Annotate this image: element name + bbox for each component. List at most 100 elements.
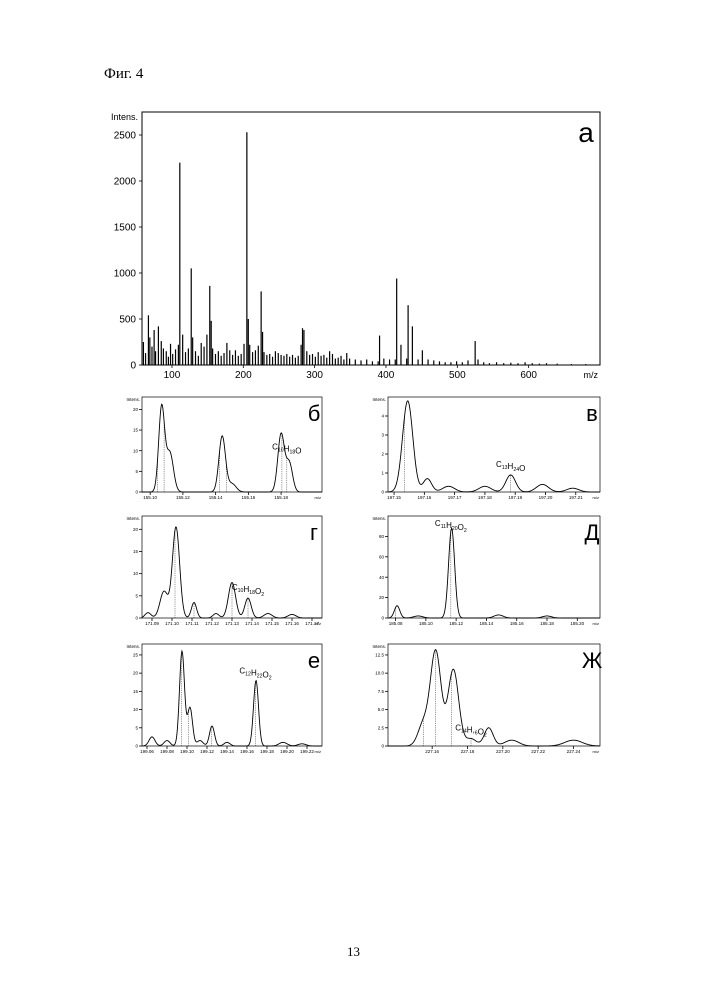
x-tick-label: 171.11	[185, 621, 199, 626]
formula-label: C11H20O2	[435, 519, 467, 534]
x-tick-label: 227.24	[567, 749, 581, 754]
y-axis-label: Intens.	[126, 397, 140, 402]
y-tick-label: 1	[381, 471, 384, 476]
y-tick-label: 15	[133, 689, 139, 694]
x-tick-label: 199.18	[260, 749, 274, 754]
x-tick-label: 171.09	[145, 621, 159, 626]
x-tick-label: 197.18	[478, 495, 492, 500]
x-tick-label: 199.20	[280, 749, 294, 754]
x-tick-label: 199.08	[160, 749, 174, 754]
panel-a: Intens.m/z050010001500200025001002003004…	[111, 112, 600, 381]
y-tick-label: 20	[379, 595, 385, 600]
formula-label: C14H,6O2	[455, 723, 487, 738]
y-axis-label: Intens.	[372, 516, 386, 521]
x-tick-label: 500	[449, 370, 466, 381]
panel-letter: б	[308, 401, 321, 426]
spectrum-profile	[388, 650, 600, 746]
panel-letter: в	[586, 401, 598, 426]
y-axis-label: Intens.	[372, 397, 386, 402]
y-axis-label: Intens.	[126, 516, 140, 521]
panel-letter: е	[308, 648, 320, 673]
x-tick-label: 155.10	[143, 495, 157, 500]
x-axis-label: m/z	[315, 495, 321, 500]
y-tick-label: 7.5	[378, 689, 385, 694]
x-tick-label: 185.08	[389, 621, 403, 626]
y-tick-label: 0	[130, 361, 136, 372]
x-tick-label: 155.18	[274, 495, 288, 500]
y-tick-label: 0	[135, 616, 138, 621]
x-tick-label: 155.14	[209, 495, 223, 500]
x-axis-label: m/z	[593, 495, 599, 500]
y-tick-label: 0	[381, 744, 384, 749]
x-tick-label: 600	[520, 370, 537, 381]
y-tick-label: 80	[379, 534, 385, 539]
y-tick-label: 2	[381, 452, 384, 457]
plot-frame	[142, 397, 322, 492]
y-tick-label: 4	[381, 414, 384, 419]
plot-frame	[142, 644, 322, 746]
y-tick-label: 10.0	[375, 671, 384, 676]
x-axis-label: m/z	[315, 749, 321, 754]
x-tick-label: 300	[306, 370, 323, 381]
panel-e: Intens.m/z0510152025199.06199.08199.1019…	[126, 644, 322, 754]
x-tick-label: 197.17	[448, 495, 462, 500]
panel-letter: Ж	[582, 648, 603, 673]
panel-letter: г	[310, 520, 318, 545]
formula-label: C10H18O	[272, 443, 301, 456]
plot-frame	[388, 516, 600, 618]
y-tick-label: 2000	[114, 177, 137, 188]
y-tick-label: 20	[133, 407, 139, 412]
x-tick-label: 199.22	[300, 749, 314, 754]
x-tick-label: 171.12	[205, 621, 219, 626]
x-tick-label: 155.16	[241, 495, 255, 500]
y-tick-label: 15	[133, 549, 139, 554]
x-tick-label: 199.16	[240, 749, 254, 754]
x-tick-label: 200	[235, 370, 252, 381]
y-tick-label: 10	[133, 448, 139, 453]
x-tick-label: 199.12	[200, 749, 214, 754]
x-tick-label: 185.18	[540, 621, 554, 626]
x-axis-label: m/z	[593, 621, 599, 626]
y-tick-label: 25	[133, 653, 139, 658]
x-tick-label: 197.21	[569, 495, 583, 500]
y-tick-label: 10	[133, 707, 139, 712]
y-axis-label: Intens.	[126, 644, 140, 649]
x-tick-label: 185.12	[449, 621, 463, 626]
x-tick-label: 197.15	[387, 495, 401, 500]
spectrum-profile	[142, 651, 322, 746]
panel-b: Intens.m/z05101520155.10155.12155.14155.…	[126, 397, 322, 500]
panel-g: Intens.m/z05101520171.09171.10171.11171.…	[126, 516, 322, 626]
y-tick-label: 5	[135, 469, 138, 474]
y-tick-label: 60	[379, 554, 385, 559]
y-tick-label: 0	[381, 616, 384, 621]
y-tick-label: 0	[135, 744, 138, 749]
x-tick-label: 171.14	[245, 621, 259, 626]
x-tick-label: 185.10	[419, 621, 433, 626]
panel-d: Intens.m/z020406080185.08185.10185.12185…	[372, 516, 600, 626]
spectrum-profile	[388, 528, 600, 618]
panel-letter: а	[578, 117, 594, 148]
x-tick-label: 199.06	[140, 749, 154, 754]
plot-frame	[388, 397, 600, 492]
y-tick-label: 2500	[114, 131, 137, 142]
x-tick-label: 171.17	[305, 621, 319, 626]
y-tick-label: 1500	[114, 223, 137, 234]
y-tick-label: 10	[133, 571, 139, 576]
y-tick-label: 5	[135, 725, 138, 730]
plot-frame	[142, 516, 322, 618]
x-tick-label: 185.20	[570, 621, 584, 626]
plot-frame	[388, 644, 600, 746]
x-tick-label: 227.18	[461, 749, 475, 754]
x-tick-label: 227.22	[531, 749, 545, 754]
y-tick-label: 0	[381, 490, 384, 495]
x-axis-label: m/z	[593, 749, 599, 754]
y-tick-label: 1000	[114, 269, 137, 280]
x-axis-label: m/z	[584, 370, 599, 380]
y-axis-label: Intens.	[111, 112, 138, 122]
y-tick-label: 15	[133, 428, 139, 433]
y-tick-label: 20	[133, 671, 139, 676]
x-tick-label: 227.20	[496, 749, 510, 754]
x-tick-label: 199.14	[220, 749, 234, 754]
x-tick-label: 185.16	[510, 621, 524, 626]
